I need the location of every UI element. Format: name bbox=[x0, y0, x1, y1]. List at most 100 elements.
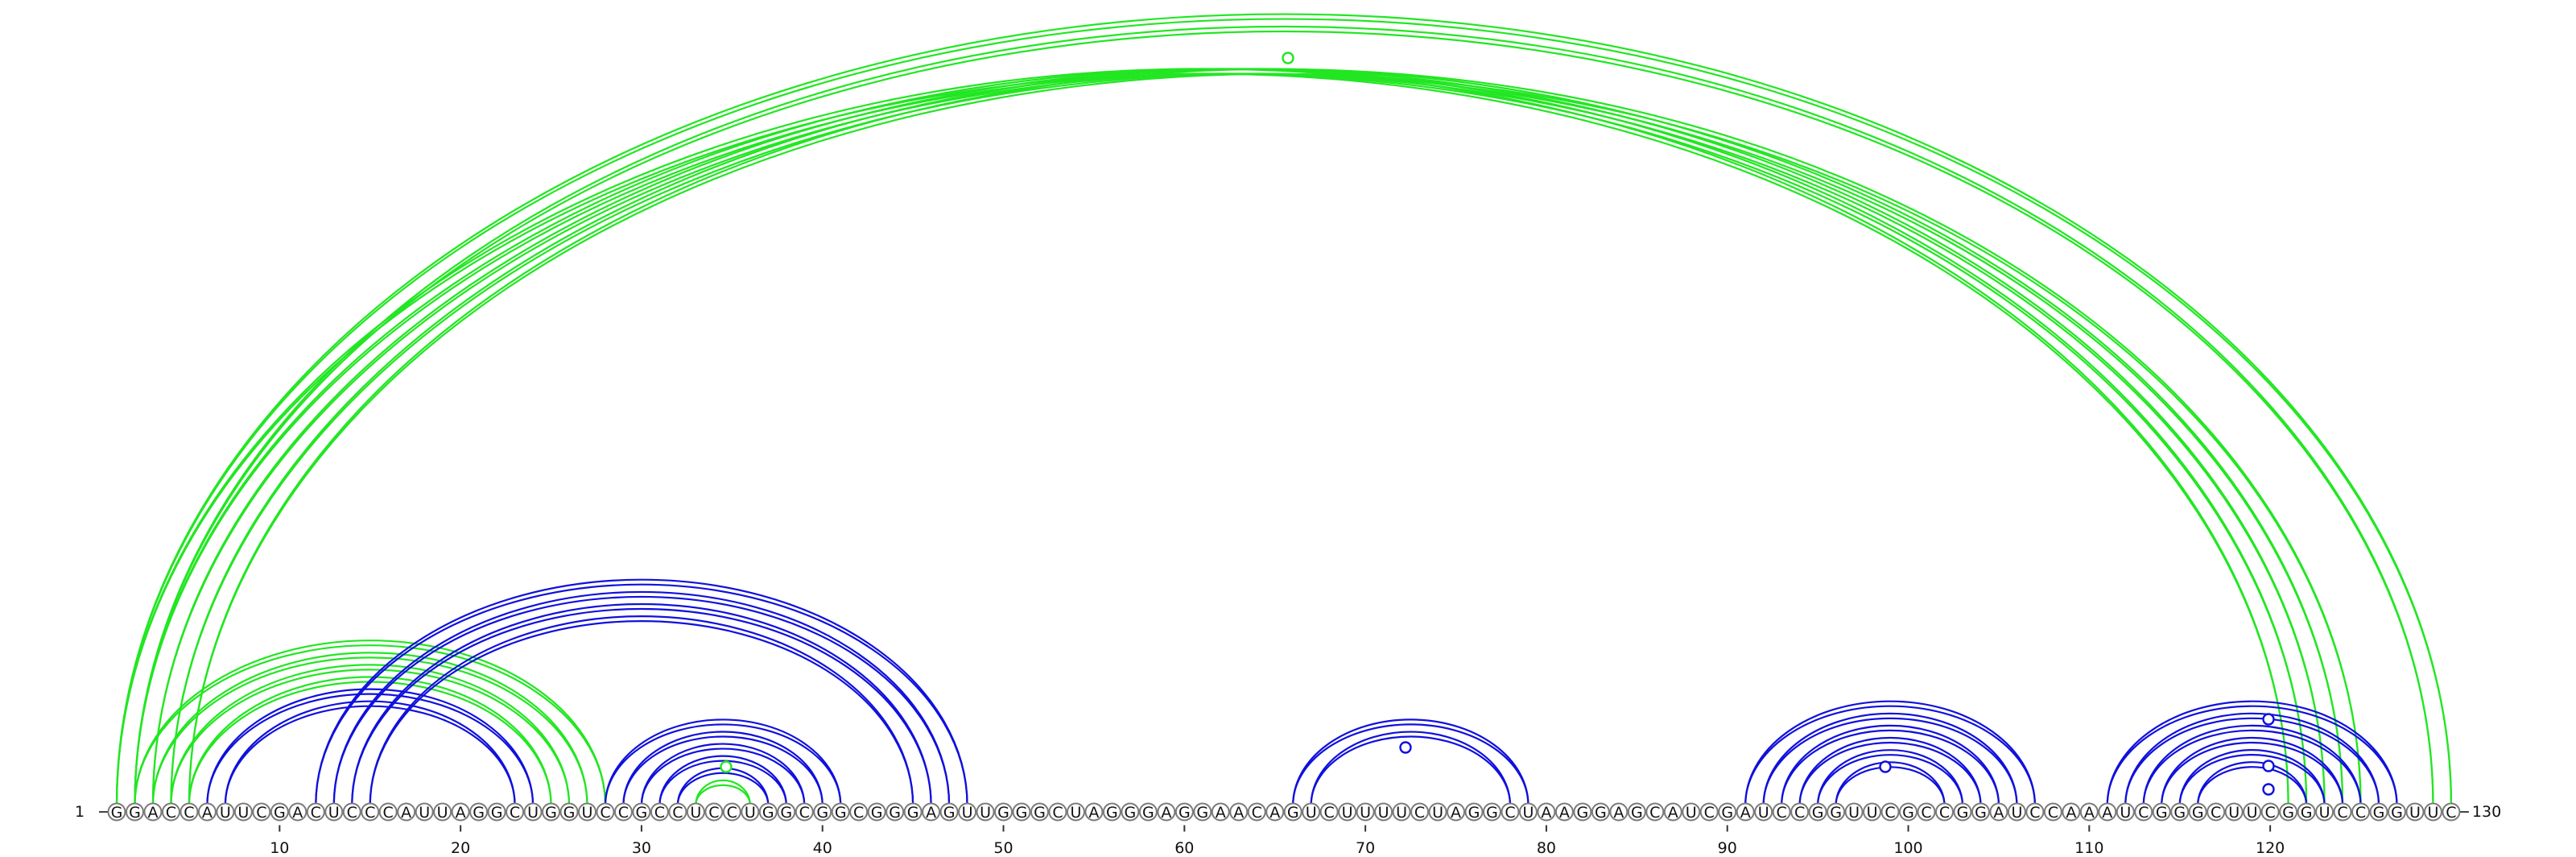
base-pair-arc bbox=[188, 68, 2362, 805]
nucleotide-circle bbox=[2025, 802, 2045, 822]
nucleotide-circle bbox=[1447, 802, 1466, 822]
nucleotide-letter: G bbox=[1595, 804, 1607, 822]
nucleotide-letter: A bbox=[401, 804, 411, 822]
nucleotide-letter: U bbox=[2011, 804, 2022, 822]
nucleotide-letter: U bbox=[2319, 804, 2330, 822]
nucleotide-circle bbox=[650, 802, 669, 822]
axis-tick-label: 90 bbox=[1718, 839, 1737, 857]
nucleotide-circle bbox=[216, 802, 235, 822]
nucleotide-circle bbox=[378, 802, 398, 822]
base-pair-arc bbox=[151, 652, 588, 805]
base-pair-arc bbox=[315, 578, 968, 805]
nucleotide-letter: C bbox=[672, 804, 683, 822]
nucleotide-circle bbox=[613, 802, 633, 822]
base-pair-arc bbox=[2142, 729, 2362, 805]
base-pair-arc bbox=[604, 718, 842, 805]
axis-tick-label: 80 bbox=[1537, 839, 1556, 857]
nucleotide-circle bbox=[2207, 802, 2226, 822]
nucleotide-letter: G bbox=[816, 804, 828, 822]
nucleotide-letter: C bbox=[1252, 804, 1262, 822]
nucleotide-circle bbox=[1953, 802, 1972, 822]
nucleotide-circle bbox=[2170, 802, 2190, 822]
nucleotide-circle bbox=[1265, 802, 1285, 822]
nucleotide-circle bbox=[1374, 802, 1393, 822]
nucleotide-circle bbox=[1917, 802, 1936, 822]
nucleotide-circle bbox=[686, 802, 705, 822]
nucleotide-letter: G bbox=[871, 804, 883, 822]
nucleotide-letter: U bbox=[1432, 804, 1443, 822]
nucleotide-letter: G bbox=[1902, 804, 1914, 822]
nucleotide-letter: U bbox=[527, 804, 539, 822]
base-pair-arc bbox=[134, 644, 607, 805]
nucleotide-circle bbox=[1591, 802, 1610, 822]
nucleotide-circle bbox=[125, 802, 144, 822]
nucleotide-circle bbox=[777, 802, 796, 822]
nucleotide-circle bbox=[1790, 802, 1810, 822]
nucleotide-letter: C bbox=[1052, 804, 1063, 822]
nucleotide-circle bbox=[559, 802, 579, 822]
base-pair-arc bbox=[1835, 766, 1946, 805]
base-pair-arc bbox=[2106, 700, 2398, 805]
nucleotide-circle bbox=[1934, 802, 1954, 822]
nucleotide-letter: G bbox=[1287, 804, 1299, 822]
nucleotide-letter: G bbox=[2301, 804, 2313, 822]
nucleotide-letter: U bbox=[1378, 804, 1389, 822]
nucleotide-circle bbox=[704, 802, 724, 822]
nucleotide-letter: G bbox=[1016, 804, 1028, 822]
nucleotide-circle bbox=[1392, 802, 1411, 822]
nucleotide-circle bbox=[849, 802, 869, 822]
base-pair-arc bbox=[2124, 712, 2380, 805]
nucleotide-letter: G bbox=[1577, 804, 1589, 822]
nucleotide-circle bbox=[523, 802, 543, 822]
nucleotide-letter: A bbox=[926, 804, 936, 822]
axis-tick-label: 120 bbox=[2256, 839, 2285, 857]
nucleotide-letter: C bbox=[1324, 804, 1335, 822]
base-pair-arc bbox=[170, 669, 571, 805]
nucleotide-circle bbox=[758, 802, 778, 822]
axis-tick-label: 30 bbox=[632, 839, 651, 857]
nucleotide-circle bbox=[1410, 802, 1430, 822]
nucleotide-letter: G bbox=[1125, 804, 1137, 822]
nucleotide-circle bbox=[2043, 802, 2062, 822]
nucleotide-circle bbox=[886, 802, 905, 822]
nucleotide-circle bbox=[2315, 802, 2334, 822]
nucleotide-circle bbox=[2007, 802, 2026, 822]
nucleotide-letter: G bbox=[1179, 804, 1191, 822]
nucleotide-letter: C bbox=[1885, 804, 1895, 822]
nucleotide-letter: C bbox=[1777, 804, 1787, 822]
base-pair-arc bbox=[115, 13, 2453, 805]
base-pair-arc bbox=[1292, 718, 1530, 805]
base-pair-arc bbox=[2197, 766, 2308, 805]
nucleotide-circle bbox=[1554, 802, 1574, 822]
base-pair-arc bbox=[2197, 761, 2308, 805]
base-pair-arc bbox=[1817, 754, 1964, 805]
nucleotide-circle bbox=[922, 802, 941, 822]
nucleotide-letter: A bbox=[2102, 804, 2112, 822]
nucleotide-letter: A bbox=[1559, 804, 1570, 822]
nucleotide-circle bbox=[415, 802, 434, 822]
nucleotide-circle bbox=[632, 802, 651, 822]
nucleotide-circle bbox=[451, 802, 470, 822]
nucleotide-letter: U bbox=[2247, 804, 2258, 822]
base-pair-arc bbox=[332, 595, 951, 805]
base-pair-arc bbox=[206, 693, 535, 805]
nucleotide-letter: C bbox=[383, 804, 394, 822]
base-pair-arc bbox=[351, 602, 932, 805]
nucleotide-letter: A bbox=[456, 804, 466, 822]
nucleotide-circle bbox=[2279, 802, 2298, 822]
nucleotide-letter: U bbox=[582, 804, 593, 822]
nucleotide-circle bbox=[1030, 802, 1049, 822]
nucleotide-circle bbox=[197, 802, 217, 822]
nucleotide-letter: C bbox=[2355, 804, 2366, 822]
nucleotide-letter: A bbox=[1088, 804, 1099, 822]
nucleotide-circle bbox=[143, 802, 163, 822]
pin-marker bbox=[1399, 741, 1412, 754]
base-pair-arc bbox=[170, 72, 2344, 805]
nucleotide-letter: G bbox=[1830, 804, 1842, 822]
nucleotide-circle bbox=[1319, 802, 1339, 822]
nucleotide-circle bbox=[1609, 802, 1629, 822]
nucleotide-circle bbox=[867, 802, 886, 822]
nucleotide-letter: G bbox=[1721, 804, 1733, 822]
nucleotide-circle bbox=[324, 802, 344, 822]
base-pair-arc bbox=[2161, 736, 2344, 805]
